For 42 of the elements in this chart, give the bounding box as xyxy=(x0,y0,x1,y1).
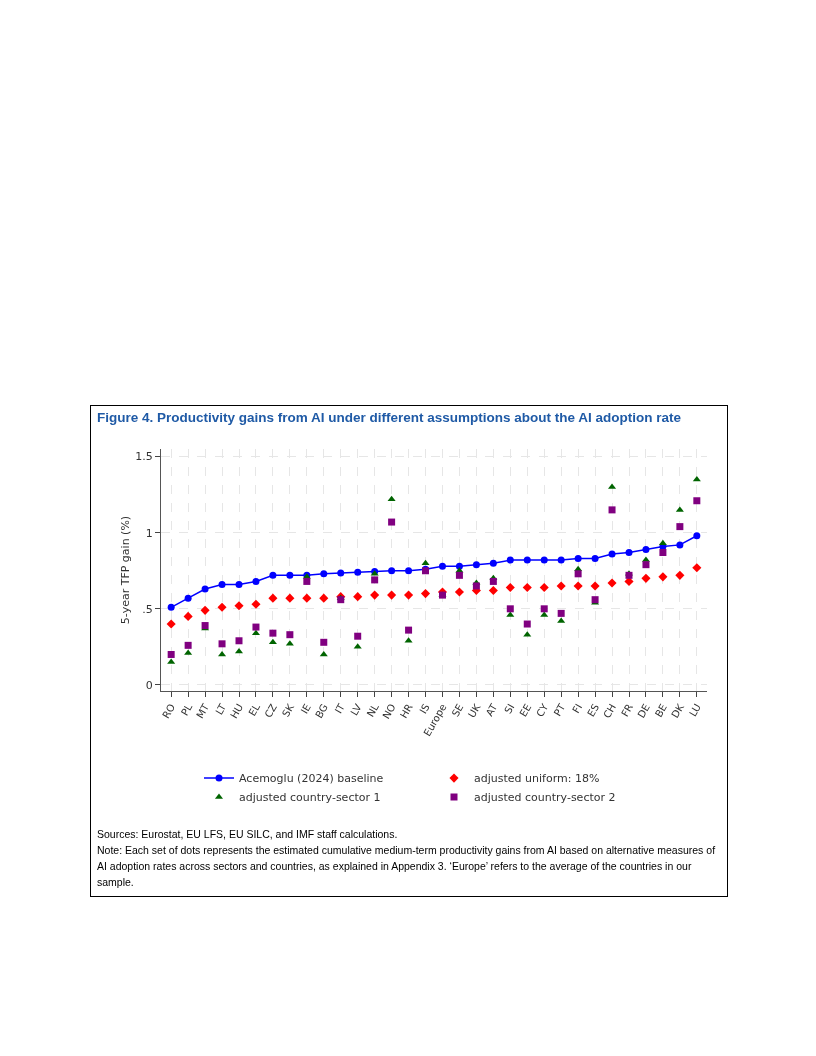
x-tick-label: SI xyxy=(502,702,517,716)
x-tick-label: ES xyxy=(585,702,602,719)
x-tick-label: FR xyxy=(619,701,636,719)
x-tick-label: UK xyxy=(465,701,483,720)
legend-label: adjusted country-sector 2 xyxy=(474,791,616,805)
legend-label: adjusted country-sector 1 xyxy=(239,791,381,805)
y-tick-label: 0 xyxy=(145,678,153,692)
x-tick-label: DE xyxy=(635,702,653,720)
y-axis-title: 5-year TFP gain (%) xyxy=(119,515,132,625)
x-tick-label: NO xyxy=(380,701,398,721)
y-tick-label: 1.5 xyxy=(135,450,153,464)
x-tick-label: HR xyxy=(397,701,415,721)
x-tick-label: FI xyxy=(570,702,585,716)
x-tick-label: SK xyxy=(279,701,297,719)
x-tick-label: LT xyxy=(213,701,229,717)
x-tick-label: CH xyxy=(601,702,619,721)
y-tick-label: 1 xyxy=(145,526,153,540)
x-tick-label: IE xyxy=(298,702,313,716)
x-tick-label: BE xyxy=(652,702,669,719)
x-tick-label: PL xyxy=(178,701,195,718)
x-tick-label: DK xyxy=(669,701,687,720)
chart-title: Figure 4. Productivity gains from AI under different assumptions about the AI adoption rate xyxy=(96,409,683,427)
x-tick-label: BG xyxy=(313,702,330,720)
x-tick-label: EE xyxy=(517,702,534,719)
x-tick-label: IT xyxy=(332,701,348,716)
x-tick-label: HU xyxy=(228,702,246,721)
x-tick-label: AT xyxy=(483,701,500,719)
y-tick-label: .5 xyxy=(142,602,153,616)
x-tick-label: CZ xyxy=(262,701,280,720)
text: Note: Each set of dots represents the estimated cumulative medium-term productivity gains from AI based on alternative measures of AI adoption rates across sectors and countries, as explained in Appendix 3. ‘Europe’ refers to the average of the countries in our sample. xyxy=(97,843,717,890)
x-tick-label: SE xyxy=(449,702,466,719)
x-tick-label: LV xyxy=(348,701,364,718)
legend-label: adjusted uniform: 18% xyxy=(474,772,600,786)
x-tick-label: CY xyxy=(534,701,551,719)
legend-label: Acemoglu (2024) baseline xyxy=(239,772,384,786)
x-tick-label: NL xyxy=(364,701,381,719)
x-tick-label: PT xyxy=(551,701,568,719)
x-tick-label: LU xyxy=(687,702,703,719)
x-tick-label: RO xyxy=(160,701,178,721)
source-note: Sources: Eurostat, EU LFS, EU SILC, and IMF staff calculations. xyxy=(97,827,399,842)
x-tick-label: EL xyxy=(246,701,263,718)
x-tick-label: MT xyxy=(194,701,212,721)
